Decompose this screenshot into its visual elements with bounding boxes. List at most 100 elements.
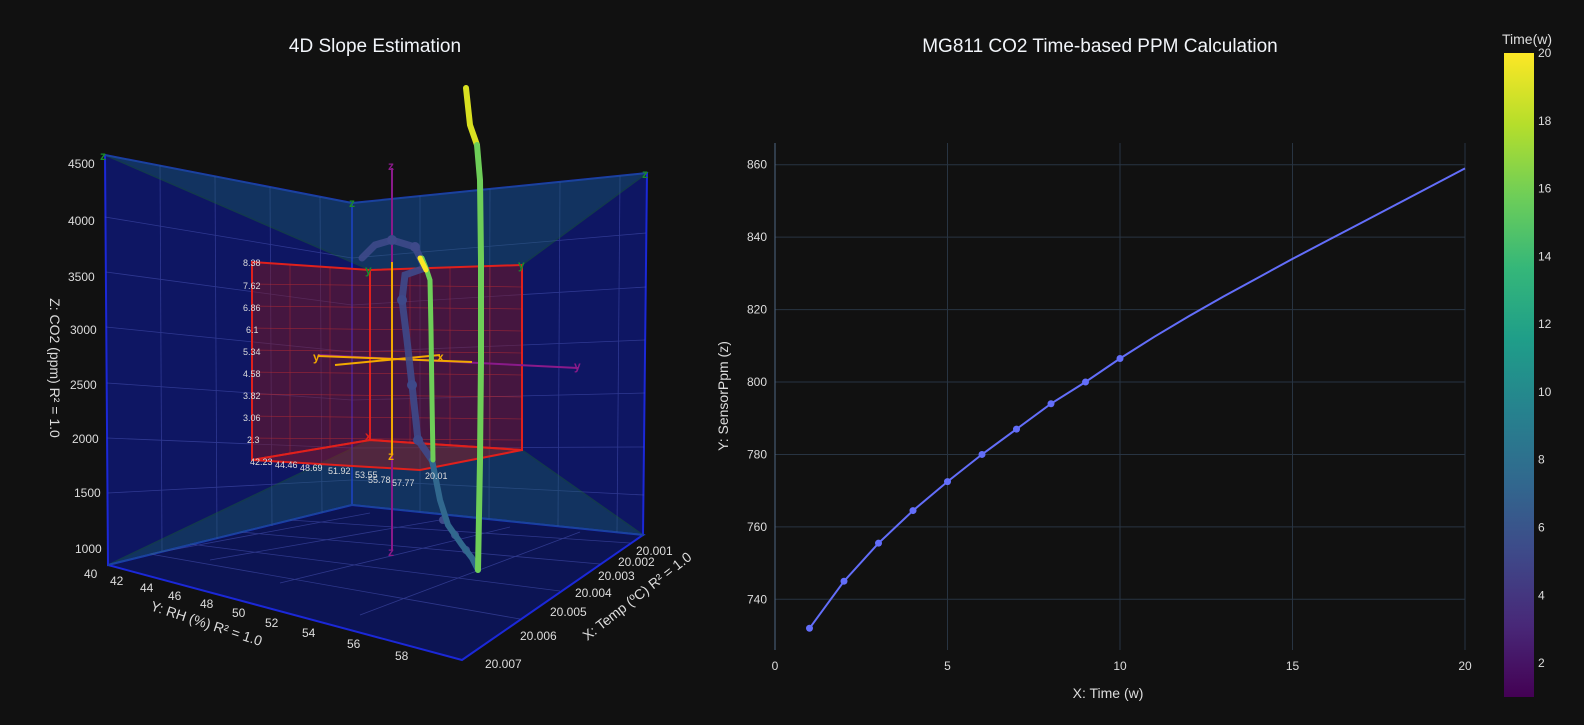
z-tick-2000: 2000 (72, 432, 99, 446)
colorbar-tick-label: 18 (1538, 114, 1552, 128)
marker-z-purple-top: z (388, 159, 394, 173)
data-point[interactable] (1082, 378, 1089, 386)
colorbar-tick-label: 10 (1538, 385, 1552, 399)
x-tick-label: 10 (1113, 659, 1127, 673)
x-axis-ticks: 20.001 20.002 20.003 20.004 20.005 20.00… (485, 544, 673, 671)
marker-y-purple-right: y (574, 359, 581, 373)
colorbar-tick-label: 12 (1538, 317, 1552, 331)
inner-floor-tick-2: 48.69 (300, 463, 323, 473)
marker-y-orange: y (313, 350, 320, 364)
x-tick-label: 20 (1458, 659, 1472, 673)
x-tick-20006: 20.006 (520, 629, 557, 643)
z-tick-3500: 3500 (68, 270, 95, 284)
inner-floor-ticks: 42.23 44.46 48.69 51.92 53.55 55.78 57.7… (250, 457, 448, 488)
x-tick-label: 5 (944, 659, 951, 673)
inner-tick-23: 2.3 (247, 435, 260, 445)
y-tick-46: 46 (168, 589, 182, 603)
y-tick-label: 780 (747, 447, 767, 461)
z-axis-title: Z: CO2 (ppm) R² = 1.0 (47, 298, 63, 438)
colorbar-tick-label: 16 (1538, 182, 1552, 196)
trajectory-outer-yellow[interactable] (463, 85, 480, 148)
scene-3d[interactable]: x y z z z y z z z y y x 4500 4000 (47, 85, 695, 671)
line-chart-grid (775, 143, 1466, 650)
y-tick-48: 48 (200, 597, 214, 611)
axis-marker-labels: x y z z z y z z z y y x (100, 149, 648, 559)
trajectory-outer-green[interactable] (474, 142, 484, 573)
marker-y-green-a: y (365, 263, 372, 277)
colorbar-tick-label: 4 (1538, 588, 1545, 602)
x-tick-label: 0 (772, 659, 779, 673)
y-tick-40: 40 (84, 567, 98, 581)
z-tick-1500: 1500 (74, 486, 101, 500)
z-tick-4500: 4500 (68, 157, 95, 171)
line-chart-axes: 0 5 10 15 20 740 760 780 800 820 840 860 (747, 143, 1472, 673)
inner-floor-tick-0: 42.23 (250, 457, 273, 467)
series-line[interactable] (808, 167, 1466, 629)
x-tick-20002: 20.002 (618, 555, 655, 569)
data-point[interactable] (909, 507, 917, 515)
trajectory-inner-yellow[interactable] (417, 255, 429, 273)
orange-axis-lines (317, 262, 473, 455)
colorbar-tick-label: 6 (1538, 521, 1545, 535)
y-tick-54: 54 (302, 626, 316, 640)
x-tick-20004: 20.004 (575, 586, 612, 600)
y-tick-50: 50 (232, 606, 246, 620)
envelope-floor (107, 439, 646, 566)
inner-tick-61: 6.1 (246, 325, 259, 335)
inner-scale-ticks: 8.38 7.62 6.86 6.1 5.34 4.58 3.82 3.06 2… (243, 258, 261, 445)
data-point[interactable] (1116, 354, 1124, 362)
marker-z-green-mid: z (349, 196, 355, 210)
y-tick-label: 740 (747, 592, 767, 606)
inner-floor-tick-7: 20.01 (425, 471, 448, 481)
colorbar-gradient (1504, 53, 1534, 697)
y-tick-52: 52 (265, 616, 279, 630)
trajectory-lower[interactable] (429, 457, 481, 573)
colorbar-title: Time(w) (1502, 31, 1552, 47)
inner-tick-382: 3.82 (243, 391, 261, 401)
inner-tick-762: 7.62 (243, 281, 261, 291)
trajectory-main[interactable] (358, 236, 436, 464)
data-point[interactable] (944, 478, 951, 486)
colorbar-tick-label: 14 (1538, 249, 1552, 263)
line-chart[interactable]: 0 5 10 15 20 740 760 780 800 820 840 860 X: Time (w… (715, 143, 1472, 701)
colorbar-tick-label: 8 (1538, 453, 1545, 467)
x-tick-20003: 20.003 (598, 569, 635, 583)
line-chart-xlabel: X: Time (w) (1073, 685, 1144, 701)
data-point[interactable] (978, 450, 986, 458)
inner-grid (251, 264, 523, 454)
floor-plane (107, 503, 646, 662)
inner-floor-tick-6: 57.77 (392, 478, 415, 488)
inner-tick-306: 3.06 (243, 413, 261, 423)
x-tick-20007: 20.007 (485, 657, 522, 671)
data-point[interactable] (1013, 425, 1020, 433)
y-tick-label: 760 (747, 520, 767, 534)
data-point[interactable] (1047, 400, 1055, 408)
data-point[interactable] (806, 624, 813, 632)
chart-title-line: MG811 CO2 Time-based PPM Calculation (922, 36, 1278, 57)
wall-grid (104, 164, 647, 620)
marker-z-green-right: z (642, 167, 648, 181)
z-tick-3000: 3000 (70, 323, 97, 337)
y-tick-58: 58 (395, 649, 409, 663)
inner-floor-tick-3: 51.92 (328, 466, 351, 476)
colorbar-tick-label: 2 (1538, 656, 1545, 670)
line-chart-ylabel: Y: SensorPpm (z) (715, 341, 731, 451)
data-point[interactable] (840, 577, 848, 585)
inner-tick-534: 5.34 (243, 347, 261, 357)
marker-z-orange: z (388, 449, 394, 463)
line-chart-series[interactable] (806, 167, 1466, 632)
y-tick-label: 860 (747, 158, 767, 172)
colorbar: Time(w) 2 4 6 8 10 12 14 16 18 20 (1502, 31, 1552, 697)
x-tick-20001: 20.001 (636, 544, 673, 558)
z-tick-1000: 1000 (75, 542, 102, 556)
y-tick-label: 800 (747, 375, 767, 389)
z-axis-ticks: 4500 4000 3500 3000 2500 2000 1500 1000 (68, 157, 102, 556)
inner-floor-tick-1: 44.46 (275, 460, 298, 470)
marker-y-green-b: y (518, 258, 525, 272)
inner-floor-tick-4: 53.55 (355, 470, 378, 480)
inner-tick-458: 4.58 (243, 369, 261, 379)
data-point[interactable] (875, 539, 882, 547)
colorbar-tick-label: 20 (1538, 46, 1552, 60)
x-tick-label: 15 (1286, 659, 1300, 673)
